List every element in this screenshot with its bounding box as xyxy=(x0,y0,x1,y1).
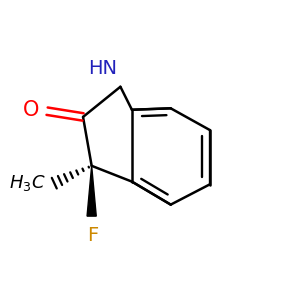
Text: F: F xyxy=(88,226,99,245)
Polygon shape xyxy=(87,166,96,216)
Text: O: O xyxy=(23,100,40,120)
Text: $H_3C$: $H_3C$ xyxy=(9,173,46,193)
Text: HN: HN xyxy=(88,58,118,77)
